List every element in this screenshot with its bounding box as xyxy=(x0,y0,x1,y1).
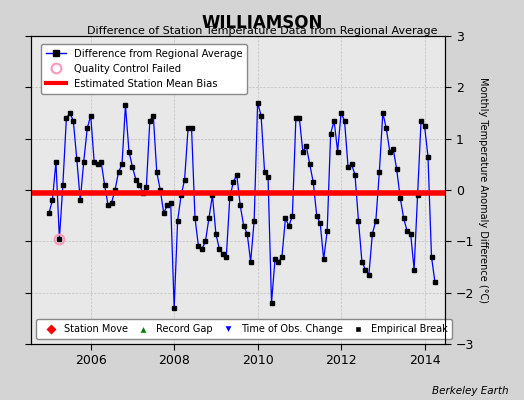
Y-axis label: Monthly Temperature Anomaly Difference (°C): Monthly Temperature Anomaly Difference (… xyxy=(478,77,488,303)
Text: WILLIAMSON: WILLIAMSON xyxy=(201,14,323,32)
Text: Difference of Station Temperature Data from Regional Average: Difference of Station Temperature Data f… xyxy=(87,26,437,36)
Text: Berkeley Earth: Berkeley Earth xyxy=(432,386,508,396)
Legend: Station Move, Record Gap, Time of Obs. Change, Empirical Break: Station Move, Record Gap, Time of Obs. C… xyxy=(36,320,452,339)
